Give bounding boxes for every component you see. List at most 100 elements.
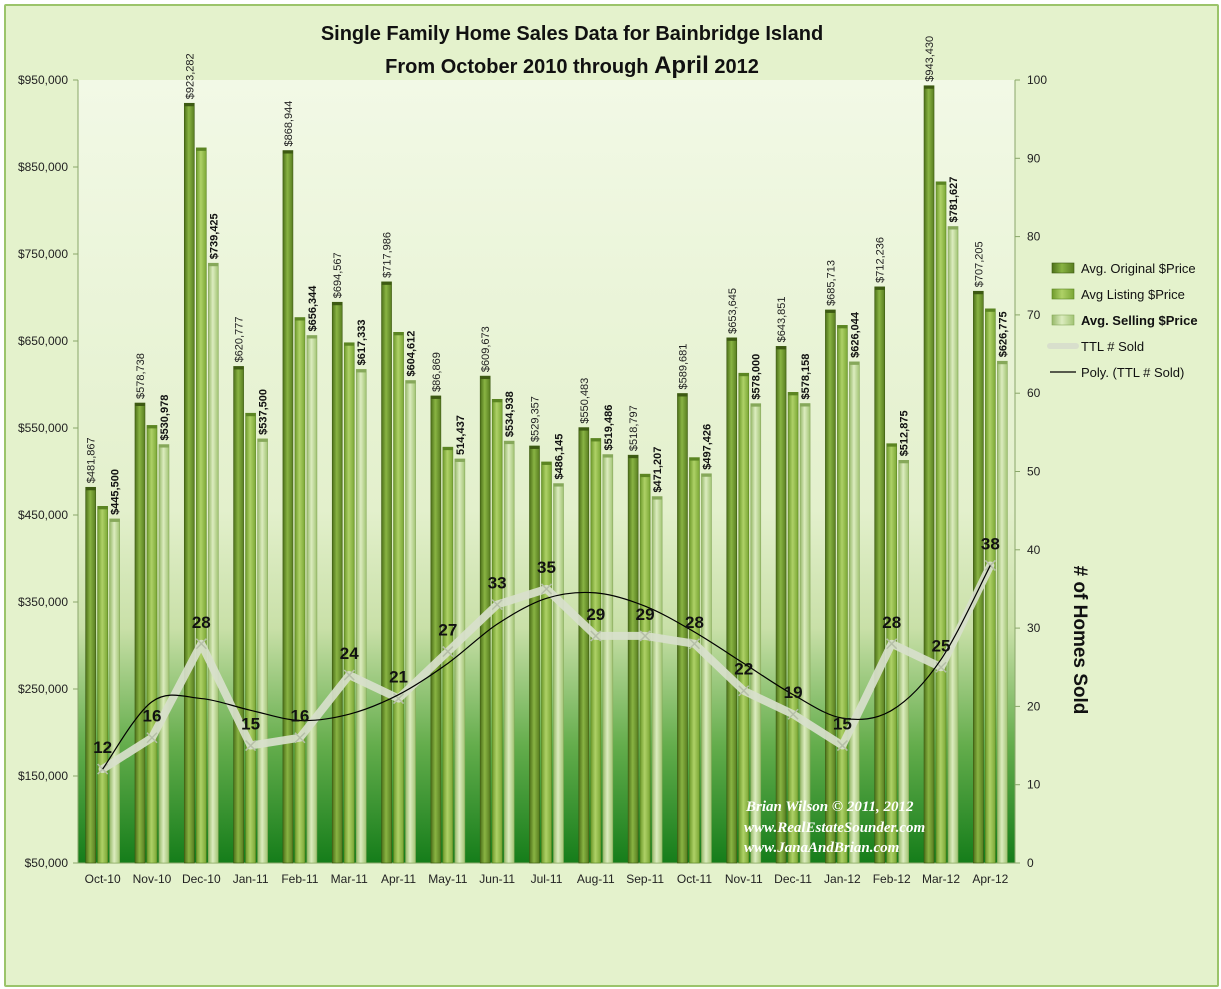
data-label-original: $481,867 (86, 437, 98, 483)
x-tick-label: Jan-12 (824, 872, 861, 886)
y-right-tick-label: 30 (1027, 621, 1041, 635)
legend-item: Avg. Selling $Price (1051, 313, 1198, 328)
y-left-tick-label: $550,000 (18, 421, 68, 435)
legend: Avg. Original $Price Avg Listing $Price Av… (1047, 261, 1198, 380)
bar-top-cap (480, 376, 491, 380)
ttl-sold-marker (245, 740, 257, 752)
data-labels: $481,867 $578,738 $923,282 $620,777 $868,944… (86, 36, 1010, 515)
ttl-sold-label: 12 (93, 738, 112, 757)
ttl-sold-marker (343, 669, 355, 681)
data-label-selling: $617,333 (356, 320, 368, 366)
data-label-original: $712,236 (875, 237, 887, 283)
bar-series-1 (393, 331, 404, 864)
y-axis-right-label: # of Homes Sold (1069, 566, 1090, 715)
y-axis-left: $50,000 $150,000 $250,000 $350,000 $450,000 $… (18, 73, 78, 870)
ttl-sold-label: 28 (685, 613, 704, 632)
chart-title-line2: From October 2010 through April 2012 (385, 52, 759, 79)
ttl-sold-marker (540, 583, 553, 595)
y-right-tick-label: 10 (1027, 778, 1041, 792)
bar-top-cap (282, 150, 293, 154)
legend-item: Avg. Original $Price (1051, 261, 1196, 276)
ttl-sold-label: 29 (586, 605, 605, 624)
legend-label: TTL # Sold (1081, 339, 1144, 354)
ttl-sold-label: 27 (438, 621, 457, 640)
bar-top-cap (936, 181, 947, 185)
legend-swatch (1051, 314, 1075, 326)
ttl-sold-label: 15 (833, 715, 852, 734)
data-label-original: $868,944 (283, 101, 295, 147)
y-right-tick-label: 40 (1027, 543, 1041, 557)
data-label-selling: 514,437 (455, 415, 467, 455)
bar-series-1 (245, 412, 256, 864)
ttl-sold-marker (836, 740, 848, 752)
x-axis: Oct-10 Nov-10 Dec-10 Jan-11 Feb-11 Mar-11 Apr-… (85, 872, 1009, 886)
bar-series-0 (726, 337, 738, 864)
ttl-sold-marker (787, 708, 799, 720)
bar-top-cap (825, 309, 836, 313)
data-label-selling: $497,426 (701, 424, 713, 470)
x-tick-label: Feb-11 (281, 872, 318, 886)
ttl-sold-label: 35 (537, 558, 556, 577)
legend-item: Poly. (TTL # Sold) (1050, 365, 1184, 380)
bar-series-1 (97, 505, 108, 864)
bar-top-cap (874, 286, 885, 290)
bar-top-cap (590, 438, 601, 442)
ttl-sold-label: 33 (488, 574, 507, 593)
x-tick-label: Aug-11 (577, 872, 615, 886)
bar-series-0 (331, 301, 343, 864)
ttl-sold-label: 15 (241, 715, 260, 734)
ttl-sold-marker (886, 638, 898, 650)
bar-series-0 (627, 454, 639, 864)
bar-top-cap (541, 461, 552, 465)
bar-series-0 (529, 445, 540, 864)
bar-series-2 (503, 440, 515, 864)
data-label-original: $518,797 (628, 405, 640, 451)
watermark: Brian Wilson © 2011, 2012 www.RealEstate… (744, 799, 925, 856)
bar-series-1 (541, 461, 552, 864)
data-label-original: $694,567 (332, 252, 344, 298)
data-label-selling: $578,000 (751, 354, 763, 400)
title-line2-month: April (654, 52, 709, 79)
bar-series-0 (775, 346, 787, 864)
bar-top-cap (257, 438, 268, 442)
bar-top-cap (677, 393, 688, 397)
bar-series-1 (491, 398, 503, 864)
legend-item: TTL # Sold (1047, 339, 1144, 354)
watermark-line2: www.RealEstateSounder.com (744, 820, 925, 836)
ttl-sold-marker (688, 638, 700, 650)
bar-series-0 (381, 281, 392, 864)
bar-series-2 (750, 403, 762, 864)
bar-top-cap (196, 147, 207, 151)
bar-top-cap (442, 447, 453, 451)
bar-top-cap (344, 342, 355, 346)
bar-top-cap (800, 403, 811, 407)
bar-series-2 (997, 360, 1008, 864)
data-label-original: $653,645 (727, 288, 739, 334)
bar-top-cap (233, 366, 244, 370)
bar-top-cap (158, 444, 169, 448)
y-axis-right: 0 10 20 30 40 50 60 70 80 90 100 (1015, 73, 1047, 870)
bar-series-2 (454, 458, 466, 864)
bar-top-cap (898, 460, 909, 464)
bar-top-cap (553, 483, 564, 487)
data-label-original: $609,673 (480, 326, 492, 372)
ttl-sold-marker (491, 599, 503, 611)
ttl-sold-label: 29 (636, 605, 655, 624)
bar-top-cap (85, 487, 96, 491)
y-left-tick-label: $350,000 (18, 595, 68, 609)
bar-top-cap (640, 474, 651, 478)
legend-label: Poly. (TTL # Sold) (1081, 365, 1184, 380)
title-line2-prefix: From October 2010 through (385, 56, 654, 78)
bar-top-cap (689, 457, 700, 461)
data-label-selling: $656,344 (307, 285, 319, 332)
bar-top-cap (997, 361, 1008, 365)
legend-swatch (1051, 288, 1075, 300)
bar-top-cap (652, 496, 663, 500)
bar-top-cap (973, 291, 984, 295)
bar-top-cap (393, 332, 404, 336)
bar-series-0 (923, 85, 935, 864)
y-left-tick-label: $250,000 (18, 682, 68, 696)
ttl-sold-label: 16 (143, 707, 162, 726)
bar-series-2 (355, 369, 367, 864)
y-right-tick-label: 80 (1027, 230, 1041, 244)
